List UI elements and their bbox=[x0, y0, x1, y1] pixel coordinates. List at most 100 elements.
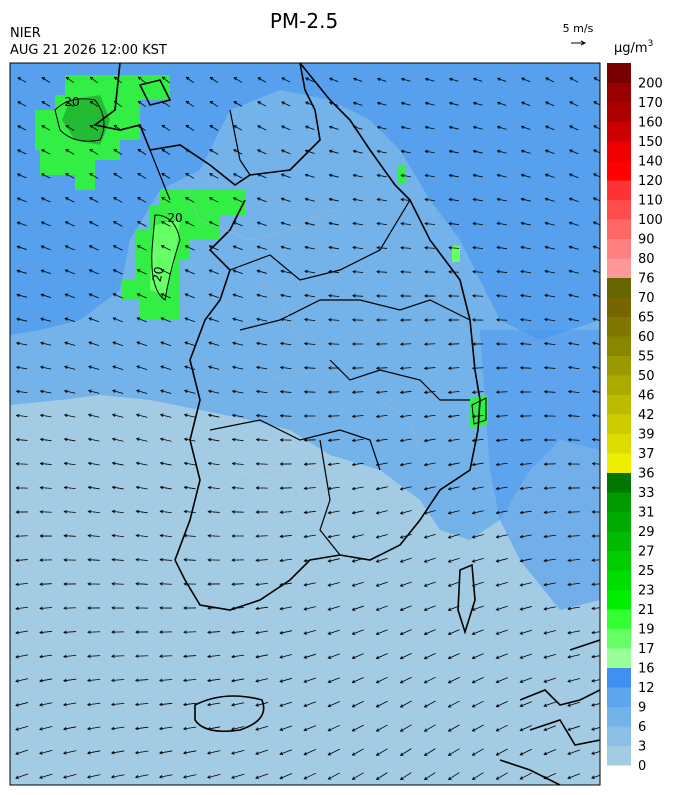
wind-arrow bbox=[255, 678, 269, 683]
wind-arrow bbox=[231, 726, 245, 731]
wind-arrow bbox=[279, 630, 293, 635]
wind-arrow bbox=[472, 197, 483, 202]
green-patch bbox=[452, 246, 460, 262]
wind-arrow bbox=[471, 390, 484, 395]
wind-arrow bbox=[399, 390, 412, 395]
wind-arrow bbox=[15, 558, 28, 563]
wind-arrow bbox=[39, 606, 53, 611]
wind-arrow bbox=[233, 77, 243, 83]
wind-arrow bbox=[40, 341, 52, 346]
wind-arrow bbox=[375, 534, 388, 539]
wind-arrow bbox=[327, 510, 340, 515]
colorbar-tick-label: 25 bbox=[638, 564, 655, 579]
wind-arrow bbox=[351, 724, 364, 732]
wind-arrow bbox=[39, 510, 52, 514]
wind-arrow bbox=[15, 678, 29, 683]
wind-arrow bbox=[351, 366, 364, 370]
wind-arrow bbox=[327, 438, 340, 443]
colorbar-tick-label: 70 bbox=[638, 291, 655, 306]
wind-arrow bbox=[231, 582, 244, 586]
wind-arrow bbox=[328, 173, 339, 178]
wind-arrow bbox=[327, 366, 340, 370]
wind-arrow bbox=[87, 413, 100, 418]
wind-arrow bbox=[567, 534, 580, 539]
wind-arrow bbox=[279, 701, 293, 707]
wind-arrow bbox=[111, 437, 124, 442]
wind-arrow bbox=[208, 317, 220, 323]
wind-arrow bbox=[569, 77, 579, 83]
wind-arrow bbox=[519, 534, 532, 539]
wind-arrow bbox=[591, 703, 600, 707]
contour-label: 20 bbox=[64, 95, 79, 109]
colorbar-tick-label: 17 bbox=[638, 642, 655, 657]
wind-arrow bbox=[207, 678, 221, 683]
wind-arrow bbox=[423, 486, 436, 491]
wind-arrow bbox=[472, 77, 483, 82]
wind-arrow bbox=[495, 653, 508, 660]
colorbar-segment bbox=[607, 745, 631, 766]
wind-arrow bbox=[88, 197, 99, 203]
wind-arrow bbox=[567, 558, 580, 563]
wind-arrow bbox=[15, 365, 28, 370]
wind-arrow bbox=[182, 750, 197, 755]
wind-arrow bbox=[304, 125, 315, 131]
wind-arrow bbox=[256, 341, 268, 346]
wind-arrow bbox=[112, 365, 124, 371]
wind-arrow bbox=[41, 149, 51, 155]
wind-arrow bbox=[424, 294, 436, 298]
wind-arrow bbox=[543, 725, 557, 732]
wind-arrow bbox=[447, 748, 460, 756]
wind-arrow bbox=[303, 341, 316, 346]
wind-arrow bbox=[86, 774, 101, 779]
wind-arrow bbox=[208, 365, 220, 370]
wind-arrow bbox=[593, 125, 600, 130]
wind-arrow bbox=[40, 317, 52, 322]
field-east-sea bbox=[480, 330, 600, 610]
colorbar-tick-label: 16 bbox=[638, 662, 655, 677]
wind-arrow bbox=[303, 414, 316, 418]
wind-arrow bbox=[519, 558, 532, 563]
wind-arrow bbox=[206, 702, 221, 707]
wind-arrow bbox=[65, 149, 75, 155]
wind-arrow bbox=[160, 317, 172, 323]
wind-arrow bbox=[279, 749, 293, 756]
wind-arrow bbox=[15, 702, 29, 707]
wind-arrow bbox=[136, 269, 147, 275]
wind-arrow bbox=[303, 462, 316, 466]
title: PM-2.5 bbox=[270, 9, 338, 33]
wind-arrow bbox=[423, 724, 436, 732]
wind-arrow bbox=[232, 317, 244, 322]
wind-arrow bbox=[279, 677, 293, 683]
wind-arrow bbox=[568, 173, 579, 179]
wind-arrow bbox=[158, 726, 173, 731]
wind-arrow bbox=[136, 365, 148, 371]
colorbar-tick-label: 3 bbox=[638, 740, 646, 755]
wind-arrow bbox=[591, 750, 600, 755]
map: 20 20 20 bbox=[10, 63, 600, 785]
wind-arrow bbox=[543, 390, 556, 394]
wind-arrow bbox=[591, 678, 600, 683]
wind-arrow bbox=[16, 173, 27, 179]
wind-arrow bbox=[519, 629, 532, 635]
wind-arrow bbox=[448, 77, 459, 82]
wind-arrow bbox=[137, 124, 147, 132]
wind-arrow bbox=[41, 77, 51, 83]
wind-arrow bbox=[544, 125, 555, 131]
colorbar-tick-label: 46 bbox=[638, 389, 655, 404]
wind-arrow bbox=[113, 124, 123, 132]
wind-arrow bbox=[447, 653, 460, 660]
wind-arrow bbox=[135, 630, 149, 634]
wind-arrow bbox=[256, 245, 267, 250]
wind-arrow bbox=[232, 269, 243, 275]
wind-arrow bbox=[16, 245, 27, 250]
wind-arrow bbox=[327, 414, 340, 418]
wind-arrow bbox=[255, 413, 268, 418]
wind-arrow bbox=[448, 197, 459, 202]
wind-arrow bbox=[495, 414, 508, 418]
wind-arrow bbox=[567, 510, 580, 514]
wind-arrow bbox=[184, 269, 195, 275]
wind-arrow bbox=[351, 510, 364, 515]
wind-arrow bbox=[183, 558, 196, 562]
wind-arrow bbox=[592, 173, 600, 178]
wind-arrow bbox=[65, 76, 74, 83]
